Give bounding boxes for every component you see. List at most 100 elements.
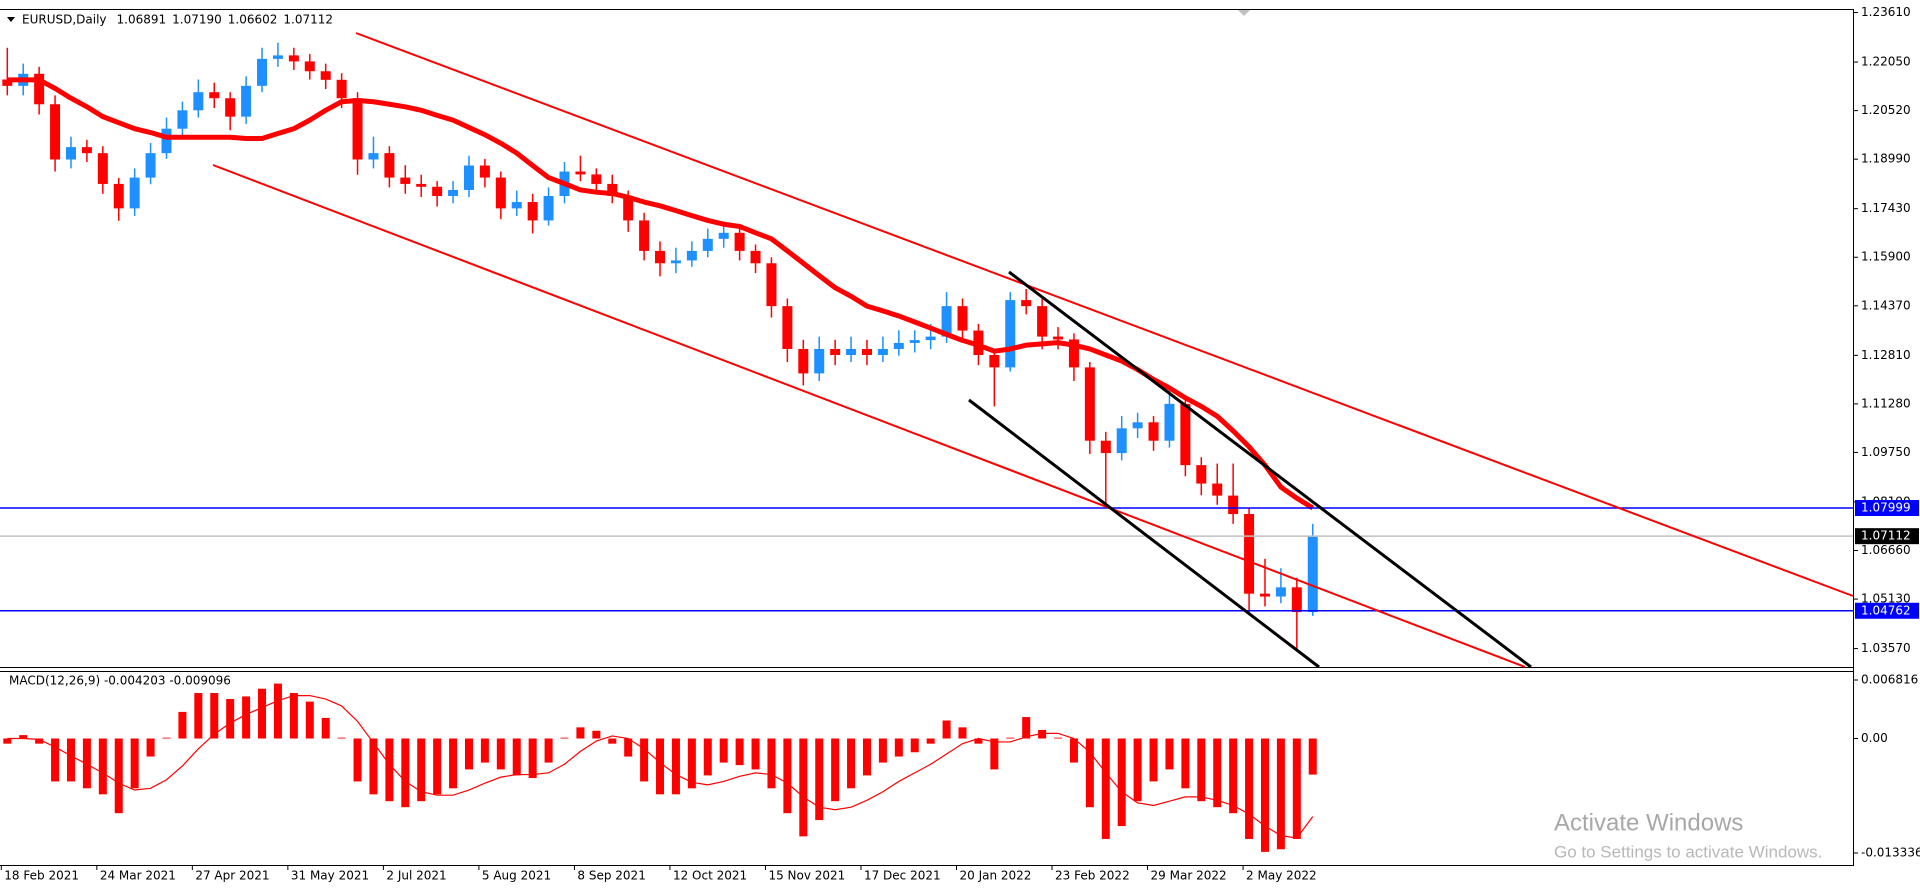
- macd-bar: [1245, 738, 1254, 839]
- macd-bar: [1229, 738, 1238, 814]
- macd-bar: [210, 693, 219, 739]
- candle-body: [877, 348, 888, 356]
- x-tick-label: 5 Aug 2021: [482, 869, 551, 883]
- macd-bar: [592, 730, 601, 739]
- y-tick-label: 1.09750: [1861, 445, 1911, 459]
- x-tick-label: 8 Sep 2021: [577, 869, 645, 883]
- y-tick-label: 1.06660: [1861, 543, 1911, 557]
- candle-body: [65, 147, 76, 160]
- macd-bar: [1149, 738, 1158, 782]
- watermark-subtitle: Go to Settings to activate Windows.: [1554, 842, 1822, 861]
- chart-title: EURUSD,Daily: [22, 13, 107, 27]
- macd-bar: [1117, 738, 1126, 827]
- macd-bar: [1165, 738, 1174, 770]
- price-level-box: [1855, 602, 1919, 619]
- macd-bar: [1292, 738, 1301, 839]
- wedge-lower: [968, 398, 1320, 669]
- macd-bar: [194, 693, 203, 739]
- macd-bar: [799, 738, 808, 837]
- candle-body: [1148, 422, 1159, 441]
- candle-body: [416, 183, 427, 187]
- macd-bar: [1213, 738, 1222, 808]
- y-tick-label: 1.23610: [1861, 5, 1911, 19]
- y-tick-label: 1.14370: [1861, 298, 1911, 312]
- trendlines: [212, 32, 1854, 669]
- candle-body: [1244, 514, 1255, 594]
- macd-bar: [226, 699, 235, 739]
- macd-bar: [1022, 717, 1031, 739]
- candle-body: [495, 177, 506, 209]
- candle-body: [718, 232, 729, 239]
- macd-bar: [608, 738, 617, 744]
- candle-body: [1180, 403, 1191, 466]
- candle-body: [957, 306, 968, 331]
- candle-body: [623, 195, 634, 221]
- macd-bar: [305, 701, 314, 739]
- candle-body: [272, 55, 283, 59]
- candle-body: [368, 153, 379, 160]
- candle-body: [511, 202, 522, 209]
- candle-body: [909, 340, 920, 343]
- axes: 1.23610 1.22050 1.20520 1.18990 1.17430 1.159…: [0, 5, 1920, 883]
- macd-bar: [480, 738, 489, 763]
- candle-body: [861, 348, 872, 356]
- macd-bar: [1085, 738, 1094, 808]
- macd-bar: [242, 696, 251, 739]
- macd-bar: [464, 738, 473, 770]
- macd-bar: [289, 693, 298, 739]
- macd-bar: [401, 738, 410, 808]
- candle-body: [209, 92, 220, 99]
- candle-body: [432, 186, 443, 196]
- candle-body: [670, 260, 681, 264]
- candle-body: [257, 58, 268, 86]
- candle-body: [1259, 593, 1270, 597]
- macd-bar: [751, 738, 760, 770]
- quote-value: 1.07190: [172, 13, 222, 27]
- candle-body: [1084, 367, 1095, 441]
- quote-value: 1.07112: [283, 13, 333, 27]
- y-tick-label: 1.12810: [1861, 348, 1911, 362]
- channel-lower: [212, 164, 1526, 668]
- macd-bar: [831, 738, 840, 802]
- macd-bar: [1260, 738, 1269, 852]
- candle-body: [989, 355, 1000, 368]
- candle-body: [639, 220, 650, 251]
- candle-body: [782, 306, 793, 349]
- macd-bar: [815, 738, 824, 821]
- macd-bar: [1197, 738, 1206, 802]
- candle-body: [129, 177, 140, 209]
- candle-body: [479, 165, 490, 178]
- candle-body: [145, 153, 156, 178]
- candle-body: [177, 110, 188, 129]
- macd-bar: [19, 735, 28, 739]
- macd-bar: [894, 738, 903, 757]
- x-tick-label: 15 Nov 2021: [768, 869, 845, 883]
- macd-bar: [433, 738, 442, 795]
- macd-bar: [847, 738, 856, 789]
- candle-body: [352, 98, 363, 160]
- candle-body: [161, 128, 172, 154]
- macd-bar: [512, 738, 521, 776]
- candle-body: [1228, 495, 1239, 515]
- price-level-label: 1.04762: [1861, 603, 1911, 617]
- macd-bar: [146, 738, 155, 757]
- x-tick-label: 20 Jan 2022: [960, 869, 1032, 883]
- candle-body: [193, 92, 204, 111]
- candle-body: [750, 250, 761, 264]
- macd-bar: [878, 738, 887, 763]
- macd-bar: [735, 738, 744, 766]
- candle-body: [1291, 587, 1302, 613]
- candle-body: [798, 348, 809, 374]
- candle-body: [336, 79, 347, 99]
- macd-bar: [671, 738, 680, 795]
- candle-body: [527, 202, 538, 221]
- candle-body: [400, 177, 411, 184]
- candle-body: [1005, 300, 1016, 368]
- macd-bar: [703, 738, 712, 776]
- macd-bar: [337, 737, 346, 739]
- y-tick-label: 1.05130: [1861, 592, 1911, 606]
- candle-body: [893, 342, 904, 349]
- shift-marker: [1238, 10, 1250, 16]
